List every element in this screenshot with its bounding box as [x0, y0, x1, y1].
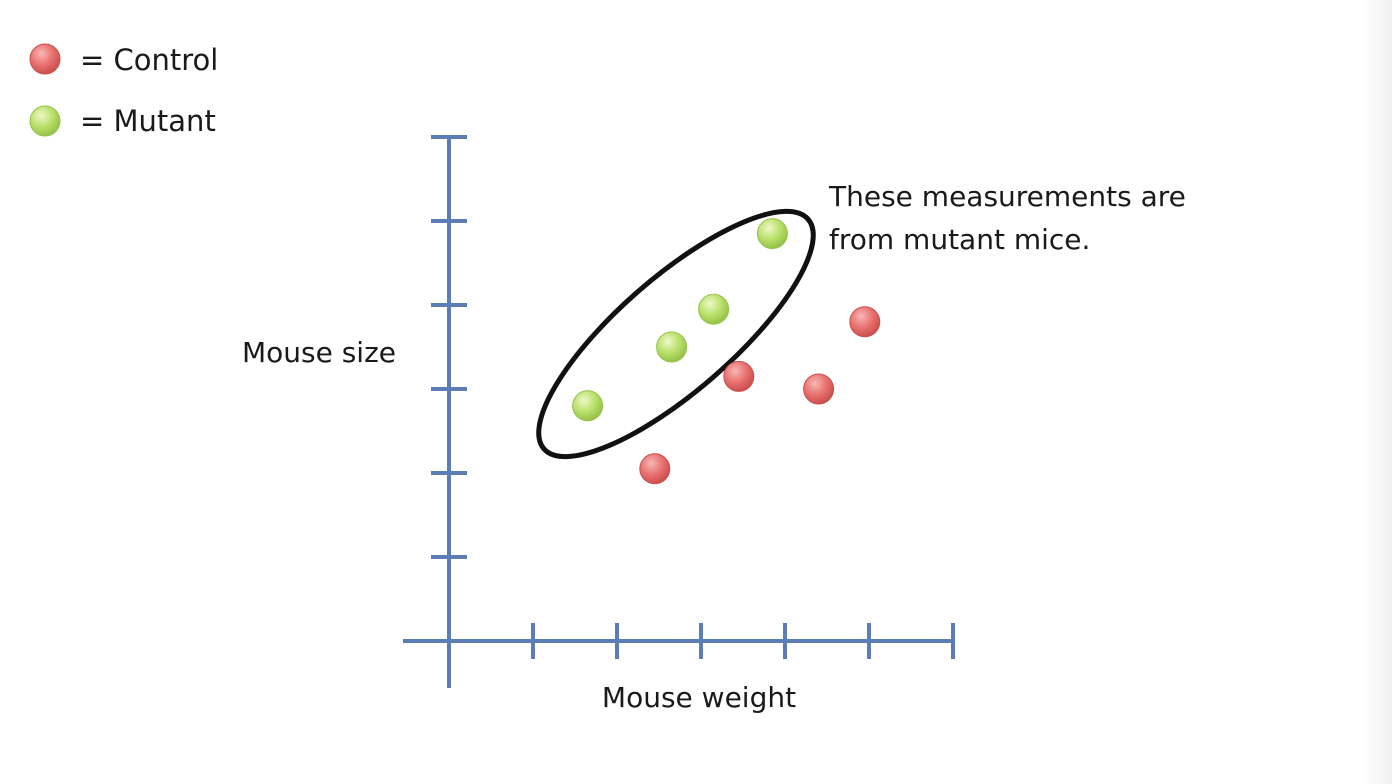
slide-edge-shade	[1362, 0, 1392, 784]
annotation-line-2: from mutant mice.	[829, 223, 1090, 256]
x-axis-label: Mouse weight	[602, 681, 796, 714]
control-point-2	[723, 360, 755, 392]
legend-marker-mutant	[29, 105, 61, 137]
legend-label-control: = Control	[80, 43, 218, 77]
legend-item-control: = Control	[29, 43, 218, 77]
y-axis-ticks	[431, 135, 467, 559]
data-points	[572, 218, 881, 485]
control-point-3	[803, 373, 835, 405]
axes	[403, 135, 955, 688]
legend-label-mutant: = Mutant	[80, 104, 216, 138]
control-point-1	[639, 453, 671, 485]
x-axis-ticks	[531, 623, 955, 659]
y-axis-label: Mouse size	[242, 336, 396, 369]
legend: = Control = Mutant	[29, 43, 218, 138]
mutant-highlight-ellipse	[536, 208, 816, 460]
mutant-point-4	[756, 218, 788, 250]
control-point-4	[849, 306, 881, 338]
legend-item-mutant: = Mutant	[29, 104, 216, 138]
mutant-point-2	[656, 331, 688, 363]
mutant-point-1	[572, 390, 604, 422]
mutant-point-3	[698, 293, 730, 325]
legend-marker-control	[29, 43, 61, 75]
annotation-line-1: These measurements are	[828, 180, 1186, 213]
annotation: These measurements are from mutant mice.	[828, 180, 1186, 256]
